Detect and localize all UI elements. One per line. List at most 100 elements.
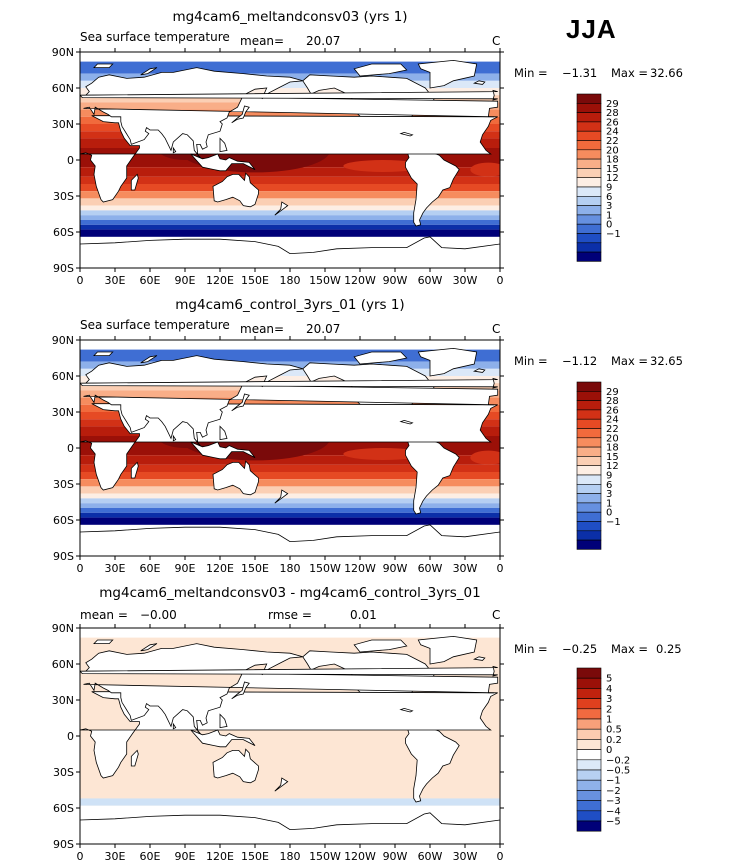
- colorbar-swatch: [576, 149, 602, 160]
- colorbar-swatch: [576, 820, 602, 832]
- lon-tick-label: 90E: [175, 850, 196, 863]
- panel-1-min-label: Min =: [514, 66, 548, 80]
- colorbar-label: 24: [606, 127, 619, 138]
- lon-tick-label: 90W: [383, 850, 408, 863]
- land-novaya: [140, 643, 158, 652]
- lon-tick-label: 60E: [140, 562, 161, 575]
- panel-1-mean-label: mean=: [240, 34, 285, 48]
- colorbar-swatch: [576, 465, 602, 476]
- land-cuba: [399, 707, 414, 713]
- land-svalbard: [93, 639, 114, 644]
- colorbar-swatch: [576, 140, 602, 151]
- land-australia: [212, 748, 259, 784]
- colorbar-label: −0.2: [606, 755, 630, 766]
- land-greenland: [417, 635, 478, 665]
- land-south-america: [405, 145, 460, 227]
- colorbar-swatch: [576, 502, 602, 513]
- land-philippines: [219, 137, 228, 153]
- colorbar-label: 4: [606, 684, 612, 695]
- land-novaya: [140, 67, 158, 76]
- land-antarctica: [80, 236, 500, 268]
- land-madagascar: [130, 461, 139, 479]
- lat-tick-label: 30N: [52, 118, 74, 131]
- lat-tick-label: 90S: [53, 550, 74, 563]
- land-eurasia: [83, 355, 499, 448]
- colorbar-swatch: [576, 103, 602, 113]
- colorbar-label: 15: [606, 164, 619, 175]
- panel-1-title: mg4cam6_meltandconsv03 (yrs 1): [172, 9, 408, 25]
- colorbar-swatch: [576, 233, 602, 244]
- lon-tick-label: 0: [77, 562, 84, 575]
- colorbar-label: −1: [606, 776, 621, 787]
- panel-2-max-label: Max =: [611, 354, 649, 368]
- colorbar-swatch: [576, 381, 602, 392]
- colorbar-label: 18: [606, 443, 619, 454]
- colorbar-label: 28: [606, 396, 619, 407]
- lat-tick-label: 60N: [52, 658, 74, 671]
- lat-tick-label: 90S: [53, 262, 74, 275]
- colorbar-label: 18: [606, 155, 619, 166]
- lon-tick-label: 60E: [140, 274, 161, 287]
- land-antarctica: [80, 524, 500, 556]
- colorbar-swatch: [576, 93, 602, 104]
- land-indonesia: [190, 441, 256, 460]
- lon-tick-label: 150W: [309, 562, 341, 575]
- colorbar-swatch: [576, 718, 602, 730]
- colorbar-swatch: [576, 749, 602, 761]
- land-svalbard: [93, 351, 114, 356]
- colorbar-label: 22: [606, 424, 619, 435]
- colorbar-label: 1: [606, 210, 612, 221]
- lon-tick-label: 120W: [344, 274, 376, 287]
- colorbar-label: 0.2: [606, 735, 622, 746]
- colorbar-label: 12: [606, 461, 619, 472]
- lat-tick-label: 30S: [53, 190, 74, 203]
- season-label: JJA: [566, 14, 617, 44]
- colorbar-swatch: [576, 214, 602, 225]
- panel-3: mg4cam6_meltandconsv03 - mg4cam6_control…: [0, 576, 732, 865]
- lat-tick-label: 60N: [52, 370, 74, 383]
- colorbar-swatch: [576, 446, 602, 457]
- lat-tick-label: 0: [67, 154, 74, 167]
- land-svalbard: [93, 63, 114, 68]
- colorbar-swatch: [576, 205, 602, 216]
- land-nz: [274, 201, 289, 216]
- colorbar-label: 9: [606, 183, 612, 194]
- colorbar-label: 9: [606, 471, 612, 482]
- colorbar-swatch: [576, 130, 602, 141]
- lon-tick-label: 30W: [453, 850, 478, 863]
- sst-field: [80, 340, 500, 556]
- colorbar-label: 6: [606, 192, 612, 203]
- colorbar-label: −2: [606, 786, 621, 797]
- colorbar-label: 24: [606, 415, 619, 426]
- panel-1-var-label: Sea surface temperature: [80, 30, 230, 44]
- colorbar-swatch: [576, 409, 602, 420]
- colorbar-swatch: [576, 511, 602, 522]
- colorbar-swatch: [576, 484, 602, 494]
- colorbar-label: 15: [606, 452, 619, 463]
- lon-tick-label: 180: [280, 562, 301, 575]
- panel-2-var-label: Sea surface temperature: [80, 318, 230, 332]
- lat-tick-label: 60N: [52, 82, 74, 95]
- panel-3-max-value: 0.25: [656, 642, 682, 656]
- lat-tick-label: 60S: [53, 226, 74, 239]
- colorbar-label: 26: [606, 117, 619, 128]
- lat-tick-label: 90N: [52, 46, 74, 59]
- lon-tick-label: 0: [77, 274, 84, 287]
- colorbar-label: 2: [606, 704, 612, 715]
- lon-tick-label: 120E: [206, 850, 234, 863]
- panel-2-max-value: 32.65: [650, 354, 683, 368]
- lon-tick-label: 90W: [383, 562, 408, 575]
- land-novaya: [140, 355, 158, 364]
- colorbar-swatch: [576, 428, 602, 439]
- land-south-america: [405, 433, 460, 515]
- colorbar-swatch: [576, 728, 602, 740]
- land-sri-lanka: [172, 434, 177, 442]
- lat-tick-label: 60S: [53, 802, 74, 815]
- land-iceland: [473, 368, 486, 373]
- land-cuba: [399, 419, 414, 425]
- sst-field: [80, 52, 500, 268]
- colorbar-swatch: [576, 759, 602, 771]
